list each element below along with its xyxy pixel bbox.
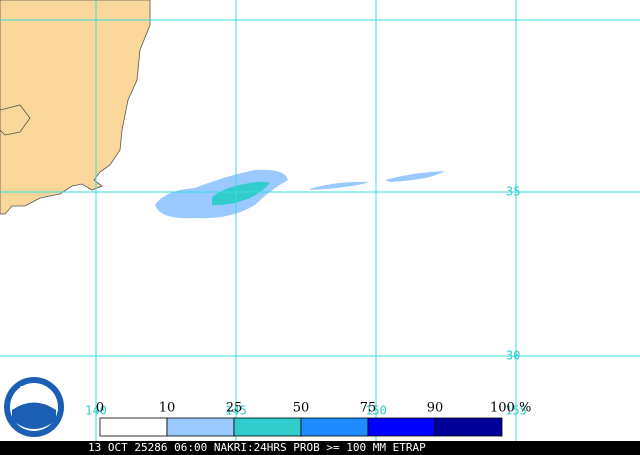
legend-label: 0 (96, 401, 104, 416)
legend-label: 10 (159, 401, 176, 416)
lat-label: 30 (506, 349, 520, 363)
logo-text: NOAA (20, 386, 49, 396)
legend: 0 10 25 50 75 90 100 % (96, 401, 531, 437)
caption: 13 OCT 25286 06:00 NAKRI:24HRS PROB >= 1… (88, 441, 426, 454)
lon-labels: 140 145 150 155 (85, 404, 527, 418)
legend-swatch (434, 417, 503, 437)
legend-label: 100 % (490, 401, 531, 416)
lat-label: 35 (506, 185, 520, 199)
rain-areas (155, 169, 445, 219)
legend-swatch (99, 417, 168, 437)
legend-swatch (367, 417, 436, 437)
noaa-logo: NOAA (4, 377, 64, 437)
legend-label: 25 (226, 401, 243, 416)
legend-swatch (300, 417, 369, 437)
caption-bar (0, 441, 640, 455)
legend-label: 50 (293, 401, 310, 416)
legend-swatch (166, 417, 235, 437)
land (0, 0, 151, 215)
rain-area (385, 171, 445, 182)
lon-label: 145 (225, 404, 247, 418)
lat-labels: 35 30 (506, 185, 520, 363)
logo-wave (12, 402, 56, 429)
legend-label: 75 (360, 401, 377, 416)
rain-area-core (212, 181, 270, 206)
rain-area (310, 181, 370, 190)
lon-label: 140 (85, 404, 107, 418)
lon-label: 155 (505, 404, 527, 418)
lon-label: 150 (365, 404, 387, 418)
legend-label: 90 (427, 401, 444, 416)
graticule (0, 0, 640, 441)
legend-swatch (233, 417, 302, 437)
